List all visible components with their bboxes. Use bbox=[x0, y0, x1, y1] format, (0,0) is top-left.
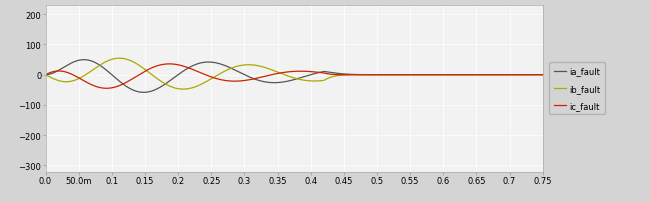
ic_fault bbox=[539, 74, 547, 77]
ib_fault bbox=[524, 74, 532, 77]
ib_fault bbox=[403, 74, 411, 77]
ia_fault bbox=[255, 80, 263, 82]
ia_fault bbox=[524, 74, 532, 77]
ib_fault bbox=[499, 74, 507, 77]
ic_fault bbox=[278, 72, 286, 75]
ib_fault bbox=[116, 58, 124, 60]
ic_fault bbox=[166, 63, 174, 66]
Legend: ia_fault, ib_fault, ic_fault: ia_fault, ib_fault, ic_fault bbox=[549, 63, 604, 115]
Line: ic_fault: ic_fault bbox=[46, 65, 543, 89]
ia_fault bbox=[42, 74, 49, 77]
Line: ib_fault: ib_fault bbox=[46, 59, 543, 90]
ic_fault bbox=[524, 74, 532, 77]
ic_fault bbox=[251, 78, 259, 80]
ic_fault bbox=[103, 88, 111, 90]
ib_fault bbox=[42, 74, 49, 77]
Line: ia_fault: ia_fault bbox=[46, 60, 543, 93]
ic_fault bbox=[499, 74, 507, 77]
ib_fault bbox=[539, 74, 547, 77]
ib_fault bbox=[278, 73, 286, 76]
ic_fault bbox=[42, 74, 49, 77]
ib_fault bbox=[251, 65, 259, 67]
ia_fault bbox=[140, 92, 148, 94]
ic_fault bbox=[403, 74, 411, 77]
ia_fault bbox=[499, 74, 507, 77]
ic_fault bbox=[255, 77, 263, 80]
ia_fault bbox=[278, 82, 286, 84]
ia_fault bbox=[80, 59, 88, 62]
ia_fault bbox=[251, 78, 259, 81]
ib_fault bbox=[179, 88, 187, 91]
ib_fault bbox=[255, 65, 263, 68]
ia_fault bbox=[539, 74, 547, 77]
ia_fault bbox=[403, 74, 411, 77]
